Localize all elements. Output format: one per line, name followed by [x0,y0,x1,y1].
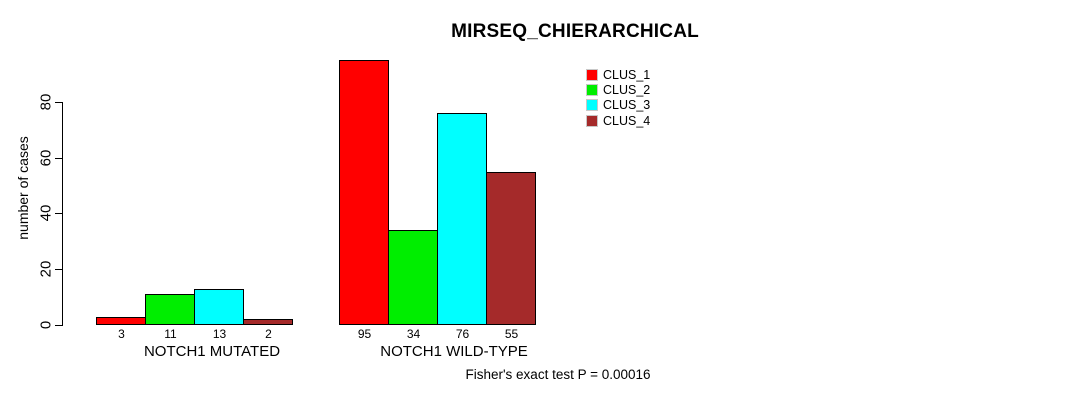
x-category-label-notch1-mutated: NOTCH1 MUTATED [143,343,281,360]
y-axis-tick [55,158,62,159]
y-axis-tick [55,325,62,326]
y-axis-tick [55,213,62,214]
y-axis-tick-label: 40 [37,204,55,222]
bar-value-label: 95 [357,327,372,341]
bar-clus_1-wild-type [339,60,389,325]
y-axis-tick-label: 60 [37,149,55,167]
y-axis-tick [55,269,62,270]
y-axis-tick-label: 0 [37,320,55,330]
bar-value-label: 13 [212,327,227,341]
annotation-fisher-test: Fisher's exact test P = 0.00016 [465,367,651,382]
legend-swatch-icon [586,83,598,96]
bar-clus_1-mutated [96,317,146,325]
y-axis-line [62,102,63,326]
bar-value-label: 76 [455,327,470,341]
legend-item-clus_3: CLUS_3 [586,98,650,113]
y-axis-tick-label: 20 [37,260,55,278]
legend-item-label: CLUS_3 [603,98,651,113]
bar-value-label: 55 [504,327,519,341]
y-axis-tick [55,102,62,103]
legend-swatch-icon [586,68,598,81]
bar-clus_4-mutated [243,319,293,325]
legend-item-clus_1: CLUS_1 [586,67,650,82]
bar-clus_3-mutated [194,289,244,325]
bar-clus_3-wild-type [437,113,487,325]
legend-item-label: CLUS_4 [603,113,651,128]
legend-item-label: CLUS_1 [603,67,651,82]
legend-item-clus_2: CLUS_2 [586,82,650,97]
bar-value-label: 11 [164,327,177,341]
legend-swatch-icon [586,114,598,127]
bar-value-label: 2 [265,327,272,341]
legend-item-label: CLUS_2 [603,82,651,97]
bar-value-label: 3 [118,327,125,341]
y-axis-tick-label: 80 [37,93,55,111]
x-category-label-notch1-wild-type: NOTCH1 WILD-TYPE [380,343,528,360]
bar-clus_2-wild-type [388,230,438,325]
bar-clus_2-mutated [145,294,195,325]
legend: CLUS_1 CLUS_2 CLUS_3 CLUS_4 [586,67,650,128]
y-axis-label: number of cases [15,136,31,240]
bar-value-label: 34 [406,327,421,341]
legend-swatch-icon [586,99,598,112]
chart-title: MIRSEQ_CHIERARCHICAL [451,21,699,42]
bar-clus_4-wild-type [486,172,536,325]
legend-item-clus_4: CLUS_4 [586,113,650,128]
